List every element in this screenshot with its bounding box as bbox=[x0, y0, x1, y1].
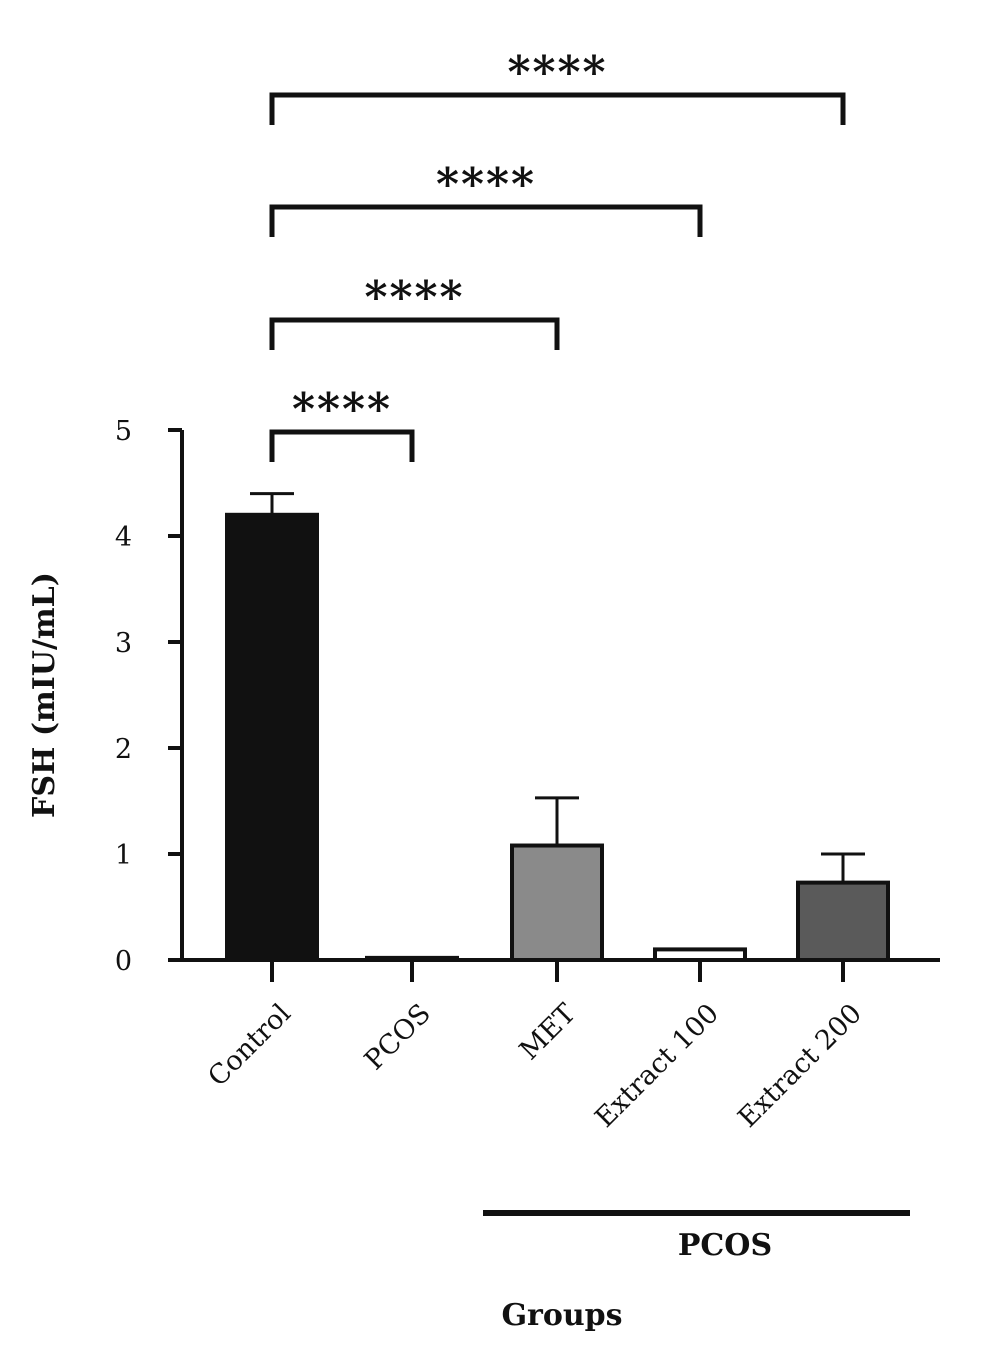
bar bbox=[510, 843, 604, 963]
category-label: Extract 100 bbox=[589, 998, 725, 1134]
y-tick-label: 5 bbox=[115, 416, 132, 447]
bar bbox=[796, 880, 890, 962]
significance-bracket bbox=[269, 429, 415, 462]
group-bracket-label: PCOS bbox=[678, 1228, 772, 1263]
bar bbox=[225, 512, 319, 962]
significance-brackets: **** **** **** **** bbox=[269, 47, 846, 462]
x-axis-title: Groups bbox=[501, 1298, 622, 1333]
significance-label: **** bbox=[364, 272, 464, 323]
bar bbox=[653, 947, 747, 963]
y-tick-label: 2 bbox=[115, 734, 132, 765]
bar bbox=[365, 955, 459, 963]
significance-label: **** bbox=[292, 384, 392, 435]
category-label: Extract 200 bbox=[732, 998, 868, 1134]
significance-bracket bbox=[269, 92, 846, 125]
significance-label: **** bbox=[436, 159, 536, 210]
y-tick-label: 3 bbox=[115, 628, 132, 659]
significance-bracket bbox=[269, 204, 703, 237]
y-axis-title: FSH (mIU/mL) bbox=[27, 572, 62, 818]
y-tick-label: 0 bbox=[115, 946, 132, 977]
bars bbox=[225, 492, 890, 963]
significance-label: **** bbox=[507, 47, 607, 98]
category-label: Control bbox=[202, 998, 297, 1093]
significance-bracket bbox=[269, 317, 560, 350]
labels: Control PCOS MET Extract 100 Extract 200 FSH … bbox=[27, 572, 910, 1333]
category-label: MET bbox=[514, 998, 582, 1066]
category-label: PCOS bbox=[359, 998, 437, 1076]
y-tick-label: 1 bbox=[115, 840, 132, 871]
y-tick-label: 4 bbox=[115, 522, 132, 553]
